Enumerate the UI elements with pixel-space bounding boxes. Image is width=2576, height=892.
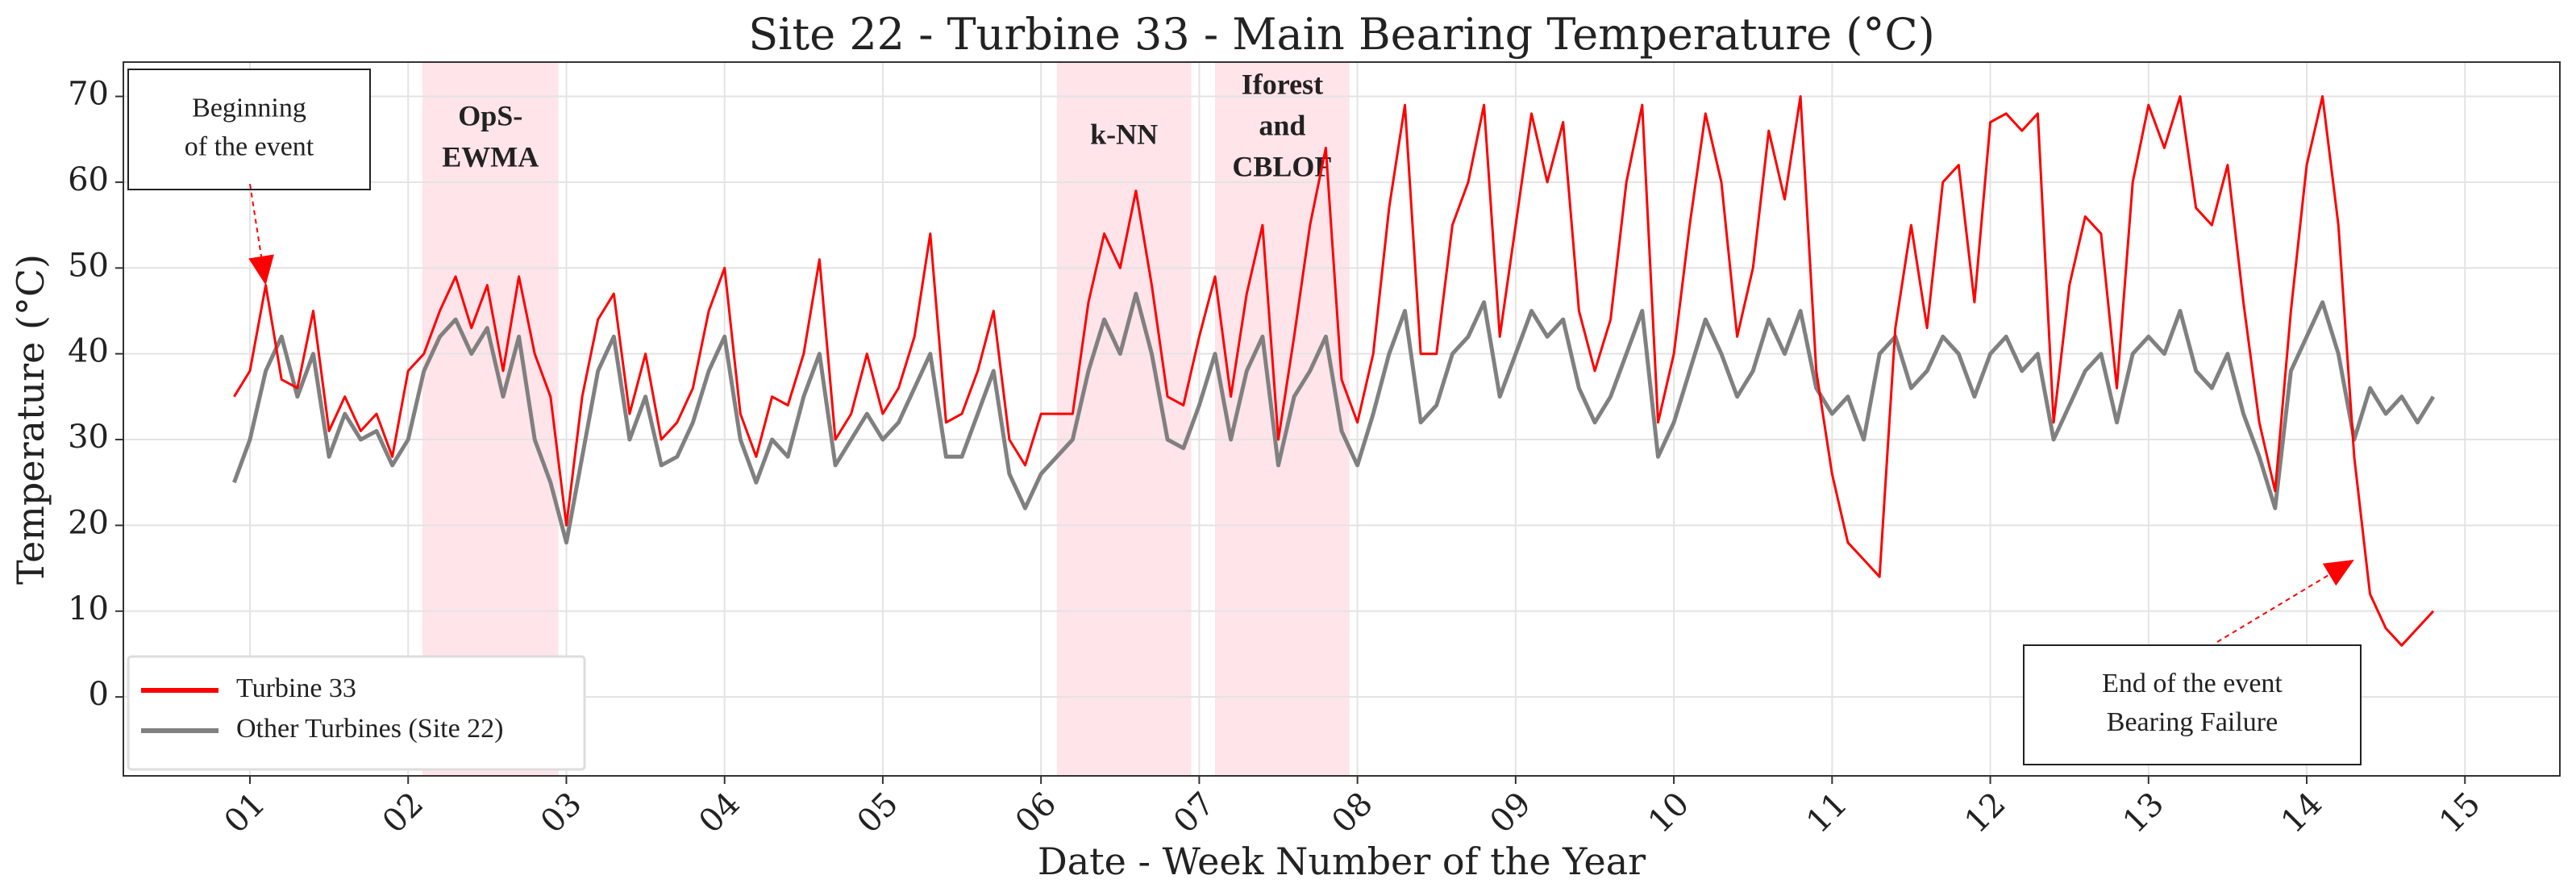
x-tick-label: 15 xyxy=(2432,786,2488,841)
annotation-arrow xyxy=(249,183,263,257)
y-tick-label: 40 xyxy=(68,333,109,370)
highlight-label: and xyxy=(1259,109,1305,141)
x-tick-label: 12 xyxy=(1958,786,2013,841)
x-tick-label: 13 xyxy=(2116,786,2171,841)
legend-box xyxy=(127,655,586,771)
y-tick-label: 60 xyxy=(68,161,109,198)
y-tick-label: 70 xyxy=(68,76,109,113)
y-tick-label: 50 xyxy=(68,247,109,284)
highlight-label: Iforest xyxy=(1242,68,1323,100)
x-tick-label: 01 xyxy=(218,786,273,841)
legend-label: Other Turbines (Site 22) xyxy=(236,714,504,744)
annotation-text: End of the event xyxy=(2102,669,2283,698)
annotation-box xyxy=(2023,644,2362,765)
x-tick-label: 07 xyxy=(1167,786,1222,841)
x-tick-label: 08 xyxy=(1325,786,1380,841)
annotation-text: of the event xyxy=(185,131,314,161)
x-tick-label: 11 xyxy=(1800,786,1855,841)
x-tick-label: 05 xyxy=(851,786,906,841)
x-tick-label: 02 xyxy=(376,786,431,841)
annotation-arrow xyxy=(2216,573,2330,643)
y-tick-label: 0 xyxy=(89,676,109,713)
x-tick-label: 09 xyxy=(1483,786,1538,841)
x-tick-label: 10 xyxy=(1642,786,1697,841)
annotation-text: Beginning xyxy=(192,93,306,123)
highlight-label: k-NN xyxy=(1090,118,1158,150)
series-line xyxy=(233,95,2435,647)
y-tick-label: 20 xyxy=(68,504,109,541)
chart-title: Site 22 - Turbine 33 - Main Bearing Temp… xyxy=(748,9,1935,60)
x-tick-label: 04 xyxy=(692,786,747,841)
x-tick-label: 06 xyxy=(1009,786,1064,841)
highlight-label: CBLOF xyxy=(1232,150,1332,182)
y-tick-label: 10 xyxy=(68,590,109,627)
highlight-label: EWMA xyxy=(442,140,539,173)
x-axis-label: Date - Week Number of the Year xyxy=(1038,840,1646,883)
annotation-box xyxy=(127,69,371,190)
y-tick-label: 30 xyxy=(68,419,109,456)
plot-frame xyxy=(123,61,2561,777)
y-axis-label: Temperature (°C) xyxy=(9,254,52,585)
annotation-arrowhead xyxy=(248,254,274,286)
annotation-arrowhead xyxy=(2322,559,2354,586)
annotation-text: Bearing Failure xyxy=(2107,707,2278,737)
legend-label: Turbine 33 xyxy=(236,673,356,703)
x-tick-label: 03 xyxy=(534,786,589,841)
highlight-label: OpS- xyxy=(458,99,522,131)
x-tick-label: 14 xyxy=(2274,786,2330,841)
series-line xyxy=(232,291,2436,545)
